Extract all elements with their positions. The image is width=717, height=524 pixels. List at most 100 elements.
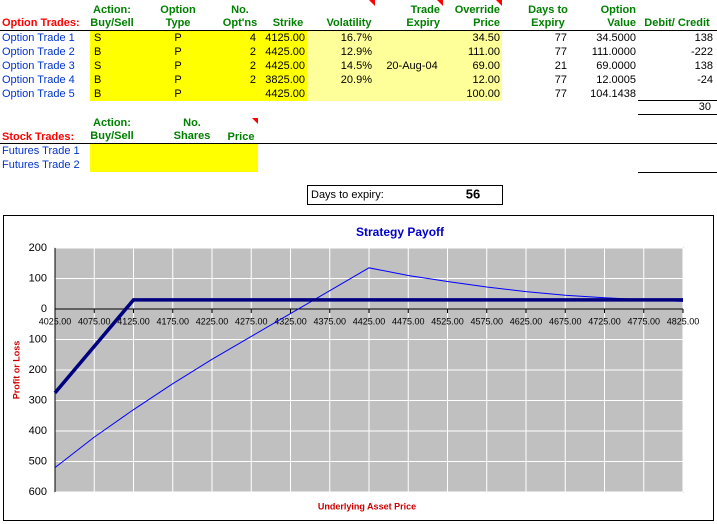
days-label: Days to expiry: bbox=[311, 189, 384, 201]
column-header: Days to bbox=[528, 4, 568, 16]
column-header: Value bbox=[607, 17, 636, 29]
comment-marker bbox=[437, 0, 443, 6]
payoff-line bbox=[53, 298, 683, 395]
cell: 4425.00 bbox=[265, 46, 305, 58]
cell: S bbox=[94, 60, 101, 72]
cell: 77 bbox=[555, 32, 567, 44]
row-label: Option Trade 3 bbox=[2, 60, 75, 72]
y-tick-label: 200 bbox=[29, 242, 47, 254]
section-label: Option Trades: bbox=[2, 17, 80, 29]
cell: 34.50 bbox=[472, 32, 500, 44]
row-label: Option Trade 2 bbox=[2, 46, 75, 58]
y-tick-label: 600 bbox=[29, 486, 47, 498]
y-axis-title: Profit or Loss bbox=[11, 341, 21, 400]
x-tick-label: 4125.00 bbox=[117, 316, 150, 326]
x-tick-label: 4075.00 bbox=[78, 316, 111, 326]
column-header: Type bbox=[166, 17, 191, 29]
x-tick-label: 4475.00 bbox=[392, 316, 425, 326]
row-label: Option Trade 4 bbox=[2, 74, 75, 86]
x-tick-label: 4375.00 bbox=[313, 316, 346, 326]
x-tick-label: 4575.00 bbox=[470, 316, 503, 326]
x-tick-label: 4525.00 bbox=[431, 316, 464, 326]
comment-markers bbox=[252, 0, 502, 124]
futures-input-cells bbox=[90, 144, 258, 172]
cell: P bbox=[174, 88, 181, 100]
cell-borders bbox=[0, 30, 717, 173]
cell: 16.7% bbox=[341, 32, 372, 44]
payoff-line bbox=[54, 267, 684, 468]
cell: B bbox=[94, 74, 101, 86]
cell: 34.5000 bbox=[596, 32, 636, 44]
y-tick-label: 500 bbox=[29, 455, 47, 467]
cell: -24 bbox=[697, 74, 713, 86]
column-header: Action: bbox=[93, 4, 131, 16]
row-label: Futures Trade 2 bbox=[2, 159, 80, 171]
comment-marker bbox=[369, 0, 375, 6]
x-tick-label: 4275.00 bbox=[235, 316, 268, 326]
column-header: Strike bbox=[273, 17, 304, 29]
y-tick-label: 300 bbox=[29, 394, 47, 406]
column-header: Opt'ns bbox=[223, 17, 257, 29]
cell: 2 bbox=[250, 60, 256, 72]
column-header: Option bbox=[160, 4, 196, 16]
column-header: Volatility bbox=[326, 17, 372, 29]
cell: B bbox=[94, 88, 101, 100]
column-header: Buy/Sell bbox=[90, 17, 133, 29]
cell: 104.1438 bbox=[590, 88, 636, 100]
cell: 77 bbox=[555, 74, 567, 86]
y-tick-label: 400 bbox=[29, 425, 47, 437]
x-tick-label: 4325.00 bbox=[274, 316, 307, 326]
cell: P bbox=[174, 32, 181, 44]
cell: 111.00 bbox=[468, 46, 500, 58]
cell: 100.00 bbox=[466, 88, 500, 100]
section-label: Stock Trades: bbox=[2, 131, 74, 143]
cell: 69.00 bbox=[472, 60, 500, 72]
y-tick-label: 100 bbox=[29, 272, 47, 284]
row-label: Futures Trade 1 bbox=[2, 145, 80, 157]
column-header: No. bbox=[231, 4, 249, 16]
column-header: Buy/Sell bbox=[90, 130, 133, 142]
x-tick-label: 4725.00 bbox=[588, 316, 621, 326]
cell: 4125.00 bbox=[265, 32, 305, 44]
cell: 111.0000 bbox=[592, 46, 636, 58]
column-header: Trade bbox=[411, 4, 440, 16]
column-header: Expiry bbox=[406, 17, 441, 29]
column-header: No. bbox=[183, 117, 201, 129]
cell: 138 bbox=[695, 32, 713, 44]
y-tick-label: 100 bbox=[29, 333, 47, 345]
cell: 2 bbox=[250, 46, 256, 58]
x-tick-label: 4775.00 bbox=[627, 316, 660, 326]
comment-marker bbox=[252, 118, 258, 124]
column-header: Price bbox=[228, 131, 255, 143]
cell: 3825.00 bbox=[265, 74, 305, 86]
row-label: Option Trade 1 bbox=[2, 32, 75, 44]
cell: S bbox=[94, 32, 101, 44]
input-cells-pale bbox=[307, 31, 502, 101]
cell: 4425.00 bbox=[265, 88, 305, 100]
cell: 14.5% bbox=[341, 60, 372, 72]
column-header: Price bbox=[473, 17, 500, 29]
x-tick-label: 4175.00 bbox=[156, 316, 189, 326]
cell: 4425.00 bbox=[265, 60, 305, 72]
cell: B bbox=[94, 46, 101, 58]
column-header: Debit/ Credit bbox=[644, 17, 710, 29]
days-value: 56 bbox=[466, 186, 480, 201]
x-axis-title: Underlying Asset Price bbox=[318, 501, 416, 511]
y-tick-label: 200 bbox=[29, 364, 47, 376]
x-tick-label: 4225.00 bbox=[196, 316, 229, 326]
column-header: Option bbox=[601, 4, 637, 16]
cell: 4 bbox=[250, 32, 256, 44]
cell: 2 bbox=[250, 74, 256, 86]
row-label: Option Trade 5 bbox=[2, 88, 75, 100]
cell: 12.00 bbox=[472, 74, 500, 86]
y-tick-label: 0 bbox=[41, 303, 47, 315]
chart-title: Strategy Payoff bbox=[356, 225, 445, 239]
cell: 69.0000 bbox=[596, 60, 636, 72]
days-box bbox=[307, 185, 503, 205]
column-header: Override bbox=[455, 4, 500, 16]
column-header: Action: bbox=[93, 117, 131, 129]
x-tick-label: 4825.00 bbox=[667, 316, 700, 326]
total: 30 bbox=[699, 101, 711, 113]
column-header: Shares bbox=[174, 130, 211, 142]
